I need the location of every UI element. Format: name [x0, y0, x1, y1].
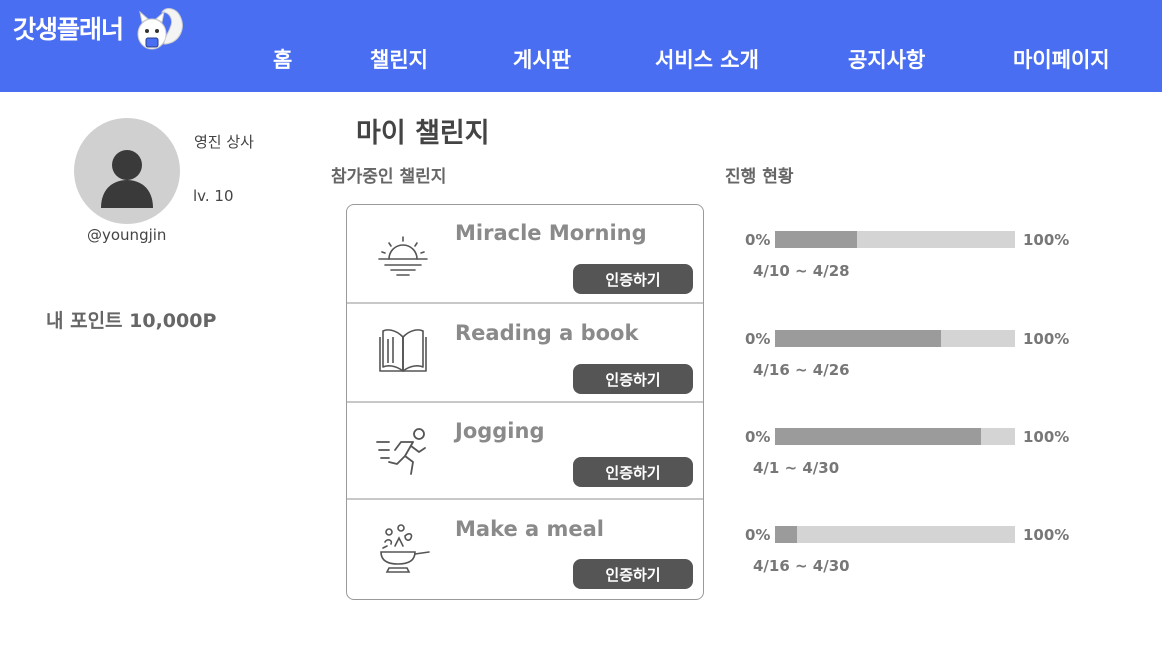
challenge-title: Reading a book [455, 321, 639, 345]
progress-row: 0% 100% 4/10 ~ 4/28 [745, 231, 1085, 291]
progress-row: 0% 100% 4/16 ~ 4/26 [745, 330, 1085, 390]
verify-button[interactable]: 인증하기 [573, 457, 693, 487]
progress-row: 0% 100% 4/16 ~ 4/30 [745, 526, 1085, 586]
profile-name: 영진 상사 [194, 133, 254, 151]
verify-button[interactable]: 인증하기 [573, 264, 693, 294]
avatar [74, 118, 180, 224]
app-logo[interactable]: 갓생플래너 [13, 15, 124, 44]
book-icon [379, 329, 427, 372]
progress-min-label: 0% [745, 526, 771, 544]
progress-max-label: 100% [1023, 231, 1070, 249]
challenge-dates: 4/10 ~ 4/28 [753, 262, 850, 280]
page-title: 마이 챌린지 [356, 118, 490, 149]
challenge-title: Jogging [455, 419, 545, 443]
challenge-dates: 4/16 ~ 4/30 [753, 557, 850, 575]
verify-button[interactable]: 인증하기 [573, 559, 693, 589]
runner-icon [376, 428, 426, 475]
challenge-dates: 4/1 ~ 4/30 [753, 459, 840, 477]
progress-bar-fill [775, 428, 982, 445]
cooking-pan-icon [380, 524, 430, 573]
progress-max-label: 100% [1023, 526, 1070, 544]
progress-min-label: 0% [745, 330, 771, 348]
progress-bar [775, 428, 1015, 445]
challenge-title: Miracle Morning [455, 221, 647, 245]
progress-section-title: 진행 현황 [725, 167, 794, 187]
challenge-title: Make a meal [455, 517, 604, 541]
nav-service-intro[interactable]: 서비스 소개 [655, 48, 759, 72]
progress-min-label: 0% [745, 231, 771, 249]
profile-level: lv. 10 [193, 187, 234, 205]
progress-max-label: 100% [1023, 330, 1070, 348]
challenge-list: Miracle Morning 인증하기 Reading a book 인증하기… [346, 204, 704, 600]
progress-bar [775, 231, 1015, 248]
user-icon [101, 150, 153, 208]
nav-notice[interactable]: 공지사항 [848, 48, 926, 72]
profile-handle: @youngjin [87, 226, 167, 244]
nav-mypage[interactable]: 마이페이지 [1013, 48, 1110, 72]
squirrel-mascot-icon [137, 8, 183, 50]
verify-button[interactable]: 인증하기 [573, 364, 693, 394]
challenge-card: Miracle Morning 인증하기 [347, 205, 703, 304]
challenge-card: Jogging 인증하기 [347, 402, 703, 500]
progress-bar-fill [775, 526, 797, 543]
progress-min-label: 0% [745, 428, 771, 446]
progress-max-label: 100% [1023, 428, 1070, 446]
nav-home[interactable]: 홈 [273, 48, 293, 72]
nav-challenge[interactable]: 챌린지 [370, 48, 428, 72]
progress-row: 0% 100% 4/1 ~ 4/30 [745, 428, 1085, 488]
nav-board[interactable]: 게시판 [513, 48, 571, 72]
challenge-card: Make a meal 인증하기 [347, 500, 703, 599]
challenge-dates: 4/16 ~ 4/26 [753, 361, 850, 379]
progress-bar-fill [775, 330, 941, 347]
challenge-card: Reading a book 인증하기 [347, 303, 703, 403]
progress-bar [775, 526, 1015, 543]
progress-bar [775, 330, 1015, 347]
my-points: 내 포인트 10,000P [46, 310, 217, 332]
sunrise-icon [378, 236, 428, 276]
participating-section-title: 참가중인 챌린지 [331, 167, 447, 187]
progress-bar-fill [775, 231, 857, 248]
top-header: 갓생플래너 홈 챌린지 게시판 서비스 소개 공지사항 마이페이지 [0, 0, 1162, 92]
